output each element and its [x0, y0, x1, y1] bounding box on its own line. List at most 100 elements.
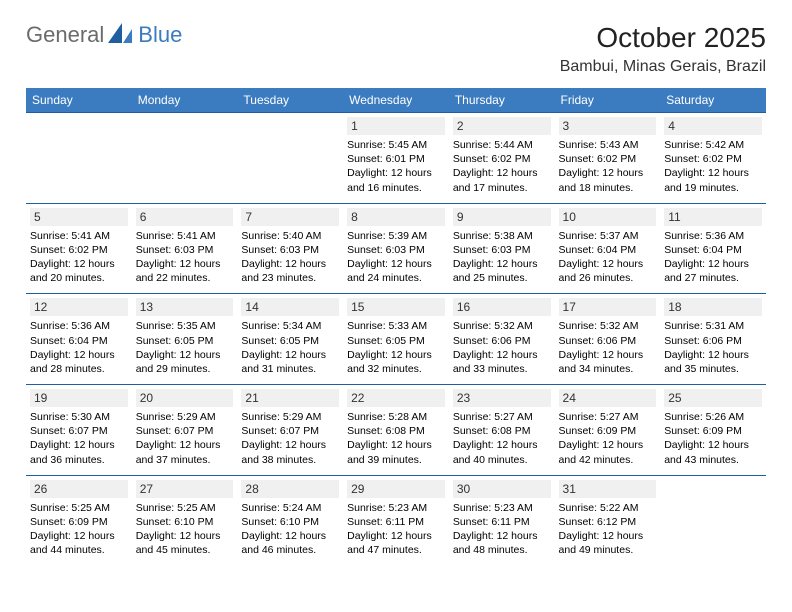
day-number: 7: [241, 208, 339, 226]
day-info: Sunrise: 5:42 AM Sunset: 6:02 PM Dayligh…: [664, 138, 762, 195]
day-cell: 30 Sunrise: 5:23 AM Sunset: 6:11 PM Dayli…: [449, 475, 555, 565]
weekday-header: Wednesday: [343, 88, 449, 113]
weekday-header: Monday: [132, 88, 238, 113]
title-block: October 2025 Bambui, Minas Gerais, Brazi…: [560, 22, 766, 76]
logo: General Blue: [26, 22, 182, 48]
day-number: 5: [30, 208, 128, 226]
day-number: 3: [559, 117, 657, 135]
day-cell: 26 Sunrise: 5:25 AM Sunset: 6:09 PM Dayli…: [26, 475, 132, 565]
sail-icon: [108, 23, 134, 48]
day-cell: [237, 113, 343, 204]
day-cell: 17 Sunrise: 5:32 AM Sunset: 6:06 PM Dayli…: [555, 294, 661, 385]
day-info: Sunrise: 5:39 AM Sunset: 6:03 PM Dayligh…: [347, 229, 445, 286]
day-info: Sunrise: 5:32 AM Sunset: 6:06 PM Dayligh…: [559, 319, 657, 376]
day-info: Sunrise: 5:23 AM Sunset: 6:11 PM Dayligh…: [453, 501, 551, 558]
day-cell: 29Sunrise: 5:23 AM Sunset: 6:11 PM Dayli…: [343, 475, 449, 565]
page-title: October 2025: [560, 22, 766, 54]
day-number: 20: [136, 389, 234, 407]
day-info: Sunrise: 5:31 AM Sunset: 6:06 PM Dayligh…: [664, 319, 762, 376]
day-info: Sunrise: 5:28 AM Sunset: 6:08 PM Dayligh…: [347, 410, 445, 467]
day-cell: 12 Sunrise: 5:36 AM Sunset: 6:04 PM Dayli…: [26, 294, 132, 385]
day-cell: 22 Sunrise: 5:28 AM Sunset: 6:08 PM Dayli…: [343, 385, 449, 476]
weekday-header: Thursday: [449, 88, 555, 113]
weekday-header: Tuesday: [237, 88, 343, 113]
day-info: Sunrise: 5:41 AM Sunset: 6:02 PM Dayligh…: [30, 229, 128, 286]
day-info: Sunrise: 5:37 AM Sunset: 6:04 PM Dayligh…: [559, 229, 657, 286]
day-number: 21: [241, 389, 339, 407]
day-cell: [660, 475, 766, 565]
day-number: 17: [559, 298, 657, 316]
day-cell: 9 Sunrise: 5:38 AM Sunset: 6:03 PM Daylig…: [449, 203, 555, 294]
page: General Blue October 2025 Bambui, Minas …: [0, 0, 792, 587]
day-info: Sunrise: 5:40 AM Sunset: 6:03 PM Dayligh…: [241, 229, 339, 286]
day-info: Sunrise: 5:35 AM Sunset: 6:05 PM Dayligh…: [136, 319, 234, 376]
calendar-table: Sunday Monday Tuesday Wednesday Thursday…: [26, 88, 766, 565]
day-info: Sunrise: 5:38 AM Sunset: 6:03 PM Dayligh…: [453, 229, 551, 286]
day-number: 16: [453, 298, 551, 316]
day-cell: 23 Sunrise: 5:27 AM Sunset: 6:08 PM Dayli…: [449, 385, 555, 476]
day-number: 15: [347, 298, 445, 316]
day-number: 18: [664, 298, 762, 316]
day-cell: 8 Sunrise: 5:39 AM Sunset: 6:03 PM Daylig…: [343, 203, 449, 294]
weekday-header: Sunday: [26, 88, 132, 113]
day-number: 10: [559, 208, 657, 226]
day-cell: 21Sunrise: 5:29 AM Sunset: 6:07 PM Dayli…: [237, 385, 343, 476]
day-number: 14: [241, 298, 339, 316]
day-number: 6: [136, 208, 234, 226]
day-number: 22: [347, 389, 445, 407]
week-row: 1Sunrise: 5:45 AM Sunset: 6:01 PM Daylig…: [26, 113, 766, 204]
day-cell: [132, 113, 238, 204]
day-number: 30: [453, 480, 551, 498]
day-info: Sunrise: 5:32 AM Sunset: 6:06 PM Dayligh…: [453, 319, 551, 376]
day-cell: 19Sunrise: 5:30 AM Sunset: 6:07 PM Dayli…: [26, 385, 132, 476]
day-number: 12: [30, 298, 128, 316]
day-number: 23: [453, 389, 551, 407]
day-number: 2: [453, 117, 551, 135]
week-row: 19Sunrise: 5:30 AM Sunset: 6:07 PM Dayli…: [26, 385, 766, 476]
day-cell: [26, 113, 132, 204]
week-row: 5 Sunrise: 5:41 AM Sunset: 6:02 PM Daylig…: [26, 203, 766, 294]
week-row: 26 Sunrise: 5:25 AM Sunset: 6:09 PM Dayli…: [26, 475, 766, 565]
day-info: Sunrise: 5:45 AM Sunset: 6:01 PM Dayligh…: [347, 138, 445, 195]
day-info: Sunrise: 5:26 AM Sunset: 6:09 PM Dayligh…: [664, 410, 762, 467]
day-number: 11: [664, 208, 762, 226]
day-cell: 10 Sunrise: 5:37 AM Sunset: 6:04 PM Dayli…: [555, 203, 661, 294]
day-cell: 3 Sunrise: 5:43 AM Sunset: 6:02 PM Daylig…: [555, 113, 661, 204]
day-cell: 6 Sunrise: 5:41 AM Sunset: 6:03 PM Daylig…: [132, 203, 238, 294]
logo-text-blue: Blue: [138, 22, 182, 48]
day-number: 31: [559, 480, 657, 498]
day-cell: 24 Sunrise: 5:27 AM Sunset: 6:09 PM Dayli…: [555, 385, 661, 476]
weekday-header: Saturday: [660, 88, 766, 113]
day-number: 13: [136, 298, 234, 316]
day-info: Sunrise: 5:36 AM Sunset: 6:04 PM Dayligh…: [664, 229, 762, 286]
day-number: 29: [347, 480, 445, 498]
day-info: Sunrise: 5:36 AM Sunset: 6:04 PM Dayligh…: [30, 319, 128, 376]
day-number: 9: [453, 208, 551, 226]
day-info: Sunrise: 5:24 AM Sunset: 6:10 PM Dayligh…: [241, 501, 339, 558]
day-cell: 14Sunrise: 5:34 AM Sunset: 6:05 PM Dayli…: [237, 294, 343, 385]
day-number: 26: [30, 480, 128, 498]
day-number: 28: [241, 480, 339, 498]
weekday-header: Friday: [555, 88, 661, 113]
day-cell: 7 Sunrise: 5:40 AM Sunset: 6:03 PM Daylig…: [237, 203, 343, 294]
day-info: Sunrise: 5:43 AM Sunset: 6:02 PM Dayligh…: [559, 138, 657, 195]
day-cell: 27Sunrise: 5:25 AM Sunset: 6:10 PM Dayli…: [132, 475, 238, 565]
day-cell: 25 Sunrise: 5:26 AM Sunset: 6:09 PM Dayli…: [660, 385, 766, 476]
day-cell: 16 Sunrise: 5:32 AM Sunset: 6:06 PM Dayli…: [449, 294, 555, 385]
day-number: 25: [664, 389, 762, 407]
day-info: Sunrise: 5:41 AM Sunset: 6:03 PM Dayligh…: [136, 229, 234, 286]
day-info: Sunrise: 5:25 AM Sunset: 6:09 PM Dayligh…: [30, 501, 128, 558]
location: Bambui, Minas Gerais, Brazil: [560, 58, 766, 76]
day-cell: 5 Sunrise: 5:41 AM Sunset: 6:02 PM Daylig…: [26, 203, 132, 294]
day-number: 19: [30, 389, 128, 407]
day-info: Sunrise: 5:27 AM Sunset: 6:08 PM Dayligh…: [453, 410, 551, 467]
day-number: 8: [347, 208, 445, 226]
day-cell: 15Sunrise: 5:33 AM Sunset: 6:05 PM Dayli…: [343, 294, 449, 385]
day-cell: 28 Sunrise: 5:24 AM Sunset: 6:10 PM Dayli…: [237, 475, 343, 565]
day-info: Sunrise: 5:27 AM Sunset: 6:09 PM Dayligh…: [559, 410, 657, 467]
day-cell: 20Sunrise: 5:29 AM Sunset: 6:07 PM Dayli…: [132, 385, 238, 476]
day-cell: 4Sunrise: 5:42 AM Sunset: 6:02 PM Daylig…: [660, 113, 766, 204]
day-number: 24: [559, 389, 657, 407]
day-cell: 11 Sunrise: 5:36 AM Sunset: 6:04 PM Dayli…: [660, 203, 766, 294]
day-info: Sunrise: 5:44 AM Sunset: 6:02 PM Dayligh…: [453, 138, 551, 195]
